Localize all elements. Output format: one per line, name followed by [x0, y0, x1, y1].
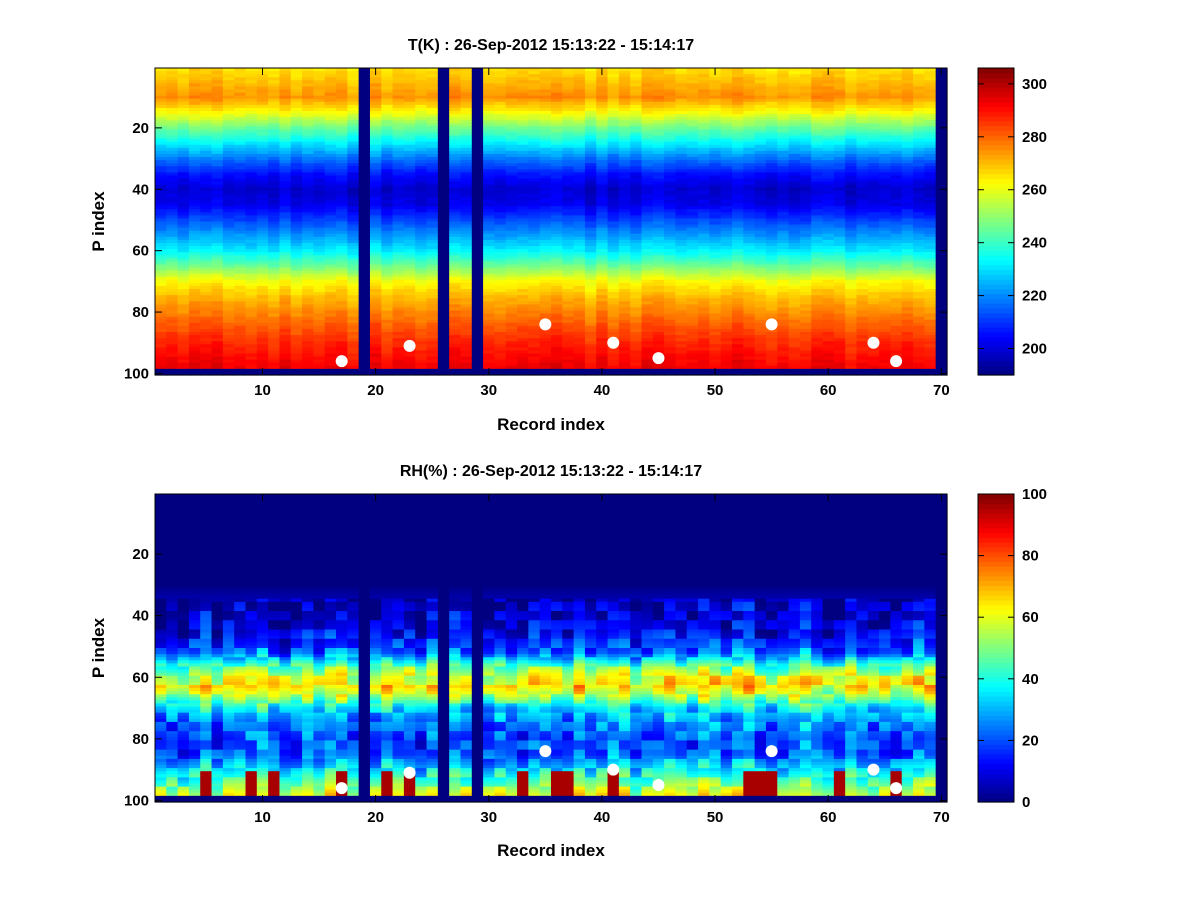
panel-temperature: T(K) : 26-Sep-2012 15:13:22 - 15:14:1710… — [89, 37, 1047, 434]
heatmap-cells — [155, 68, 948, 376]
chart-title: T(K) : 26-Sep-2012 15:13:22 - 15:14:17 — [408, 37, 694, 54]
